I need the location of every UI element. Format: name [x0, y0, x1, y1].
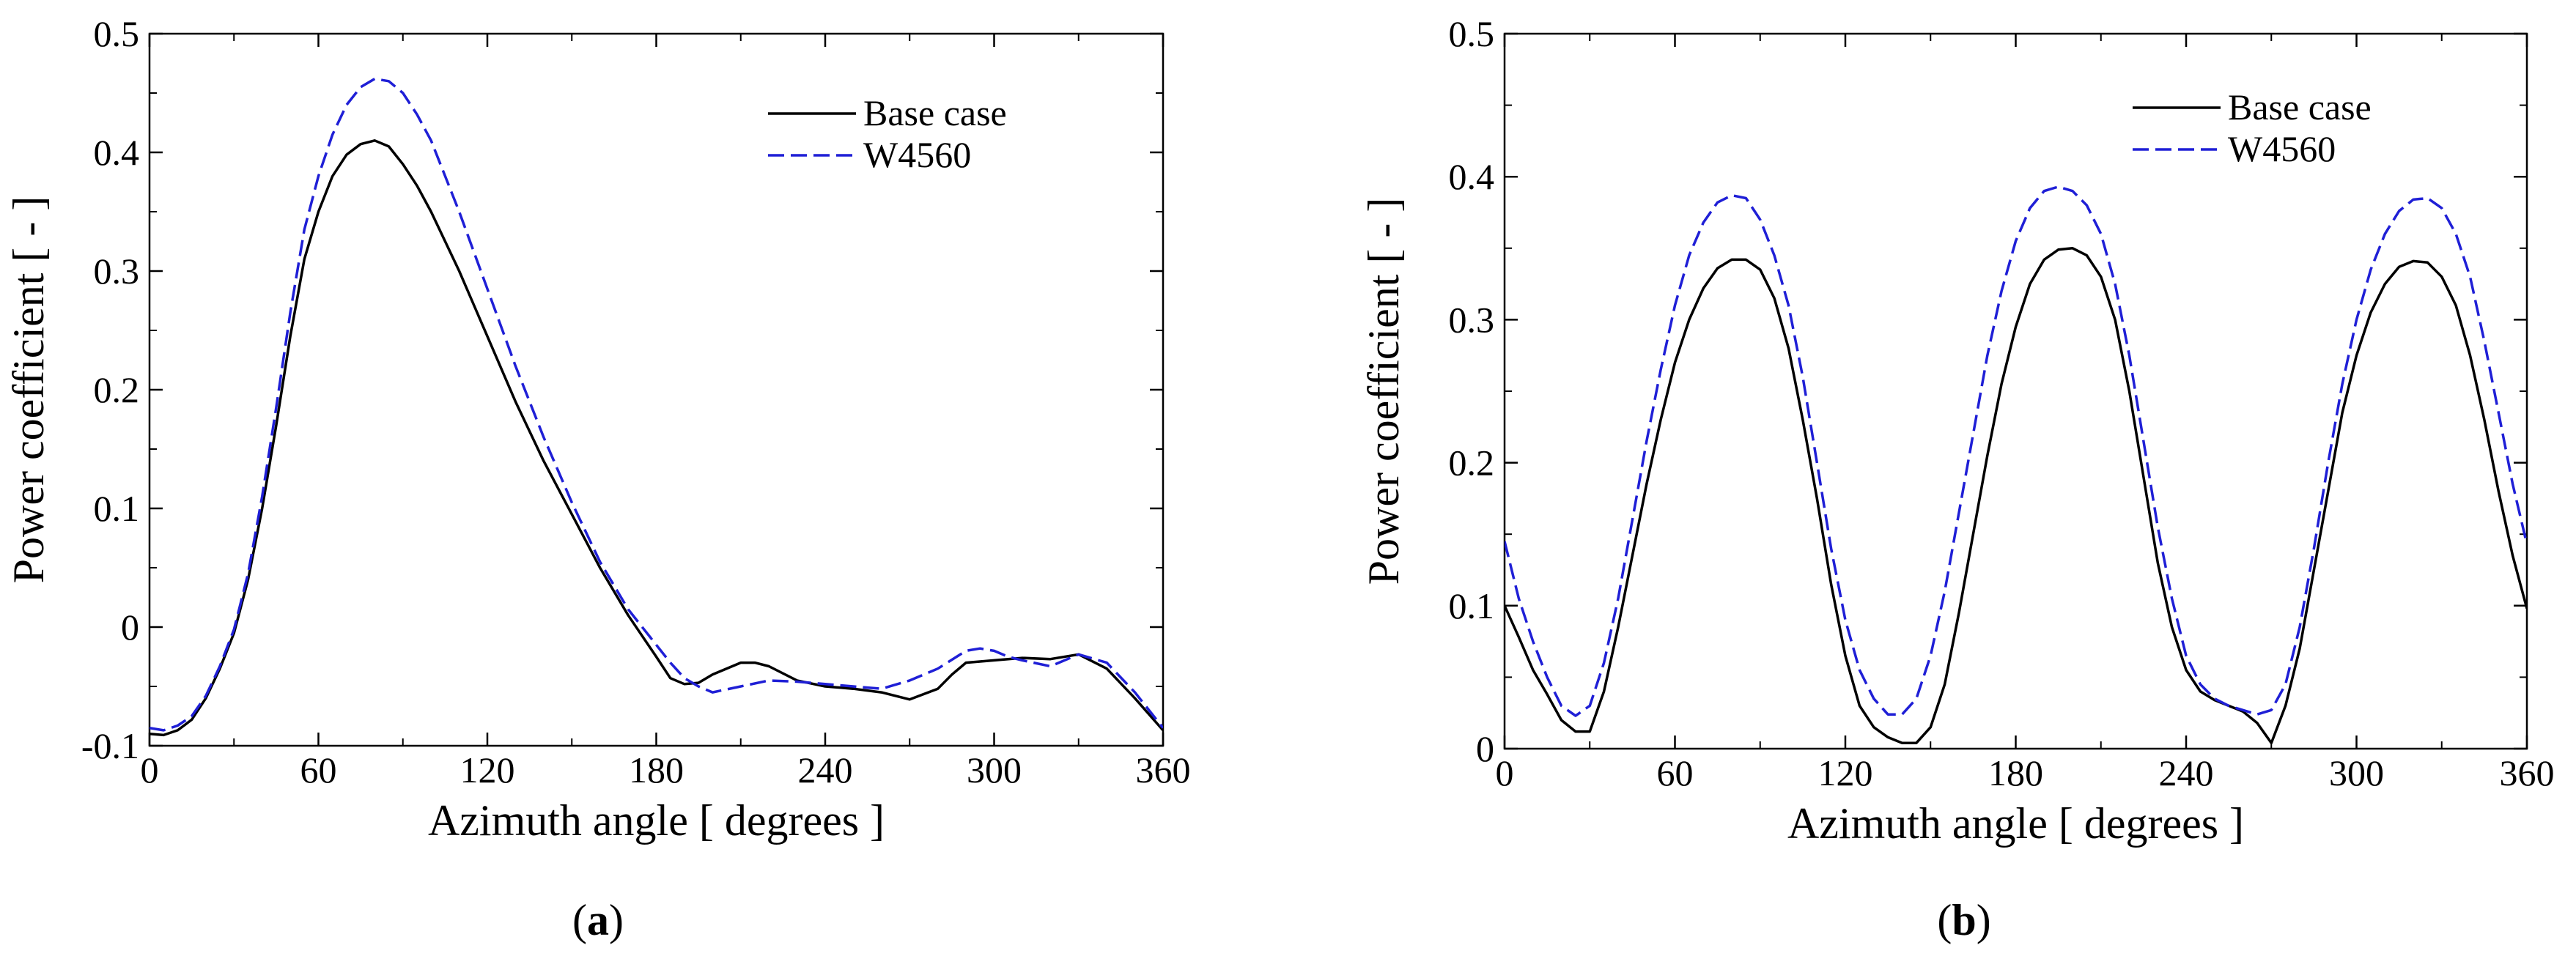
y-tick-label-a-4: 0.3 [94, 251, 140, 292]
x-tick-label-a-1: 60 [300, 749, 337, 790]
y-tick-label-a-1: 0 [121, 607, 139, 648]
y-tick-label-b-3: 0.3 [1449, 299, 1495, 340]
y-axis-title-a: Power coefficient [ - ] [4, 196, 53, 584]
y-tick-label-b-4: 0.4 [1449, 156, 1495, 197]
legend-label-a-1: W4560 [863, 134, 971, 175]
panel-label-b: (b) [1937, 896, 1990, 944]
y-tick-label-a-6: 0.5 [94, 13, 140, 54]
y-axis-title-b: Power coefficient [ - ] [1359, 198, 1408, 585]
y-tick-label-b-1: 0.1 [1449, 585, 1495, 626]
y-tick-label-b-2: 0.2 [1449, 442, 1495, 483]
x-axis-title-a: Azimuth angle [ degrees ] [428, 796, 885, 845]
y-tick-label-a-3: 0.2 [94, 369, 140, 410]
x-tick-label-b-1: 60 [1657, 752, 1694, 793]
x-tick-label-b-6: 360 [2500, 752, 2555, 793]
legend-label-a-0: Base case [863, 92, 1007, 133]
x-tick-label-a-2: 120 [460, 749, 515, 790]
y-tick-label-b-0: 0 [1476, 728, 1494, 769]
chart-a: 0 60 120 180 240 300 360-0.100.10.20.30.40.5Az… [4, 13, 1191, 845]
x-tick-label-a-5: 300 [967, 749, 1022, 790]
y-tick-label-b-5: 0.5 [1449, 13, 1495, 54]
series-line-a-base-case [150, 139, 1163, 737]
panel-label-a: (a) [572, 896, 624, 944]
x-tick-label-b-3: 180 [1988, 752, 2043, 793]
x-tick-label-a-0: 0 [141, 749, 159, 790]
chart-b: 0 60 120 180 240 300 360 0 0.1 0.2 0.3 0.4 0.5 Azimut… [1359, 13, 2555, 848]
x-tick-label-b-2: 120 [1818, 752, 1873, 793]
x-tick-label-a-3: 180 [629, 749, 684, 790]
legend-label-b-1: W4560 [2228, 128, 2336, 169]
x-tick-label-a-4: 240 [798, 749, 853, 790]
x-tick-label-a-6: 360 [1136, 749, 1191, 790]
y-tick-label-a-2: 0.1 [94, 488, 140, 529]
x-tick-label-b-0: 0 [1496, 752, 1514, 793]
legend-label-b-0: Base case [2228, 86, 2372, 127]
y-tick-label-a-5: 0.4 [94, 132, 140, 173]
x-tick-label-b-4: 240 [2159, 752, 2214, 793]
series-line-b-w4560 [1505, 185, 2527, 717]
x-tick-label-b-5: 300 [2329, 752, 2384, 793]
series-line-a-w4560 [150, 77, 1163, 732]
series-line-b-base-case [1505, 247, 2527, 744]
y-tick-label-a-0: -0.1 [81, 725, 139, 766]
x-axis-title-b: Azimuth angle [ degrees ] [1787, 799, 2244, 848]
